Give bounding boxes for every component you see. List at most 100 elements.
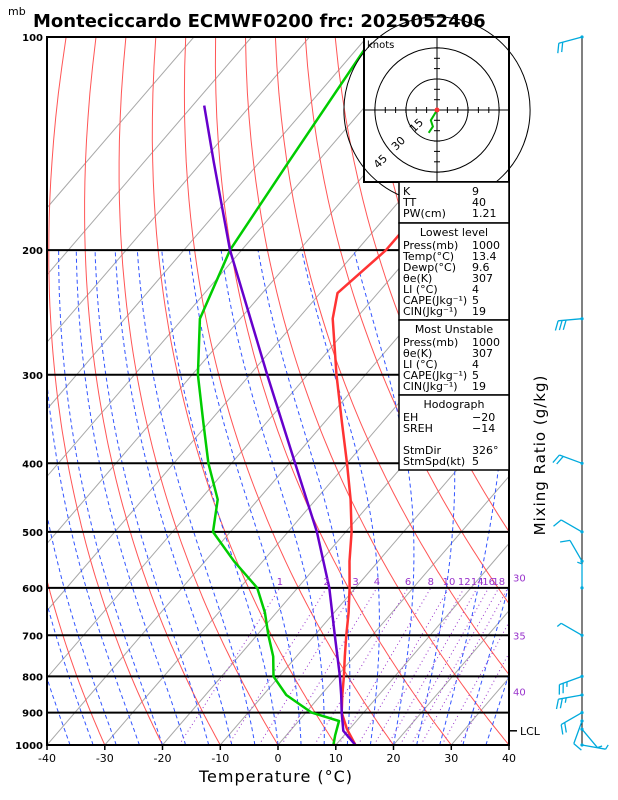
barb-shaft: [560, 622, 583, 636]
barb-flag: [556, 622, 562, 628]
table-row-label: TT: [402, 196, 417, 209]
mixing-ratio-label: 6: [405, 577, 411, 588]
barb-flag: [558, 320, 563, 331]
moist-adiabat-line: [188, 250, 302, 745]
dry-adiabat-line: [214, 37, 452, 745]
table-row-value: −20: [472, 411, 495, 424]
table-block-title: Most Unstable: [415, 323, 494, 336]
table-block: [398, 222, 510, 321]
table-row-value: 5: [472, 369, 479, 382]
mixing-ratio-label: 4: [374, 577, 380, 588]
barb-flag: [564, 722, 567, 733]
barb-flag: [557, 43, 560, 54]
wind-barb: [552, 454, 584, 465]
temperature-tick-label: 40: [502, 752, 516, 765]
barb-shaft: [569, 540, 583, 562]
temperature-tick-label: -40: [38, 752, 56, 765]
series-line: [202, 105, 357, 745]
wind-barb: [580, 727, 603, 749]
temperature-tick-label: 20: [387, 752, 401, 765]
series-line: [196, 37, 374, 745]
dry-adiabat-line: [118, 37, 279, 745]
isotherm-line: [47, 37, 368, 410]
table-row-value: 1.21: [472, 207, 497, 220]
wind-barb: [559, 539, 584, 563]
table-row-value: 19: [472, 305, 486, 318]
table-block: [398, 319, 510, 396]
barb-flag: [553, 519, 562, 527]
table-row-value: −14: [472, 422, 495, 435]
mixing-ratio-line: [258, 587, 357, 745]
mixing-ratio-axis-label: Mixing Ratio (g/kg): [531, 375, 549, 536]
isotherm-line: [47, 37, 310, 343]
table-row-label: StmSpd(kt): [403, 455, 465, 468]
mixing-ratio-label: 18: [492, 577, 505, 588]
isotherm-line: [219, 408, 509, 745]
barb-shaft: [560, 712, 583, 726]
pressure-tick-label: 400: [22, 459, 43, 470]
dry-adiabat-line: [274, 37, 509, 676]
barb-shaft: [581, 728, 598, 749]
barb-flag: [559, 539, 571, 543]
mixing-ratio-line: [314, 587, 409, 745]
barb-shaft: [558, 318, 583, 322]
temperature-tick-label: -10: [211, 752, 229, 765]
chart-title: Monteciccardo ECMWF0200 frc: 2025052406: [33, 11, 486, 32]
pressure-tick-label: 1000: [15, 741, 43, 752]
temperature-tick-label: -30: [96, 752, 114, 765]
table-row-value: 9: [472, 185, 479, 198]
pressure-unit-label: mb: [8, 5, 26, 18]
table-row-label: PW(cm): [403, 207, 446, 220]
table-row-value: 4: [472, 283, 479, 296]
moist-adiabat-line: [220, 250, 325, 745]
barb-shaft: [558, 36, 583, 44]
barb-flag: [573, 743, 582, 751]
mixing-ratio-label: 2: [324, 577, 330, 588]
temperature-tick-label: 10: [329, 752, 343, 765]
pressure-tick-label: 300: [22, 371, 43, 382]
table-row-label: CAPE(Jkg⁻¹): [403, 294, 467, 307]
wind-barb: [553, 519, 584, 534]
wind-barb: [557, 35, 584, 54]
barb-shaft: [573, 720, 583, 744]
dry-adiabat-line: [151, 37, 337, 745]
wind-barb: [555, 693, 584, 710]
table-block-title: Lowest level: [420, 226, 488, 239]
pressure-tick-label: 100: [22, 33, 43, 44]
isotherm-line: [277, 475, 509, 745]
wind-barb: [573, 719, 584, 751]
table-row-label: θe(K): [403, 272, 432, 285]
moist-adiabat-line: [47, 378, 140, 745]
pressure-tick-label: 200: [22, 246, 43, 257]
table-row-value: 13.4: [472, 250, 497, 263]
table-row-label: SREH: [403, 422, 433, 435]
table-row-label: StmDir: [403, 444, 442, 457]
pressure-tick-label: 500: [22, 528, 43, 539]
table-row-value: 40: [472, 196, 486, 209]
wind-barb: [577, 561, 584, 590]
table-row-label: Dewp(°C): [403, 261, 456, 274]
barb-shaft: [581, 744, 606, 750]
table-row-value: 307: [472, 272, 493, 285]
wind-barb: [554, 317, 584, 331]
side-isotherm-label: 30: [513, 574, 526, 585]
x-axis-label: Temperature (°C): [198, 767, 353, 786]
hodograph-trace: [427, 109, 438, 134]
moist-adiabat-line: [75, 250, 187, 745]
table-row-value: 19: [472, 380, 486, 393]
table-row-value: 307: [472, 347, 493, 360]
barb-flag: [560, 724, 564, 735]
dry-adiabat-line: [245, 37, 509, 745]
table-row-value: 1000: [472, 239, 500, 252]
isotherm-line: [47, 37, 426, 478]
dry-adiabat-line: [47, 578, 106, 745]
table-row-value: 1000: [472, 336, 500, 349]
table-row-label: K: [403, 185, 411, 198]
barb-flag: [564, 697, 567, 703]
moist-adiabat-line: [58, 250, 163, 745]
mixing-ratio-label: 16: [482, 577, 495, 588]
moist-adiabat-line: [94, 250, 210, 745]
